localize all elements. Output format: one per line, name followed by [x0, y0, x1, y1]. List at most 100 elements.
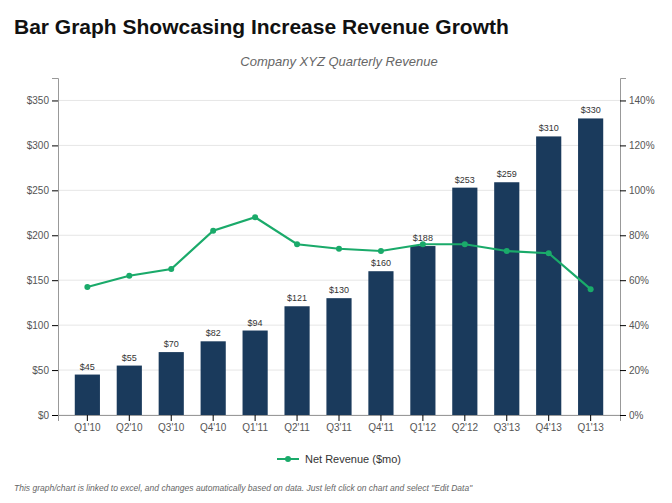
y-tick-label: $250: [27, 185, 50, 196]
x-tick-label: Q3'10: [158, 422, 185, 433]
y2-tick-label: 20%: [629, 365, 649, 376]
x-tick-mark: [297, 415, 298, 421]
x-tick-mark: [506, 415, 507, 421]
bar: [75, 375, 100, 415]
bar: [243, 331, 268, 415]
x-tick-mark: [339, 415, 340, 421]
y-tick: $350: [27, 95, 58, 106]
bar: [284, 306, 309, 415]
x-tick: Q3'11: [326, 415, 352, 433]
y-tick-mark: [52, 100, 58, 101]
x-tick-mark: [255, 415, 256, 421]
plot: Company XYZ Quarterly Revenue $45 $55 $70 $8…: [27, 54, 655, 465]
y2-tick-label: 60%: [629, 275, 649, 286]
x-tick-label: Q1'11: [242, 422, 268, 433]
y-tick: $250: [27, 185, 58, 196]
y-axis-line: [52, 79, 59, 416]
data-label: $55: [122, 353, 137, 363]
legend-item: Net Revenue ($mo): [277, 453, 401, 465]
bar: [368, 271, 393, 415]
y-tick-label: $50: [32, 365, 49, 376]
marker: [294, 241, 300, 247]
x-tick-mark: [87, 415, 88, 421]
x-axis-line: [59, 416, 621, 422]
bar: [410, 246, 435, 415]
y-tick-label: $200: [27, 230, 50, 241]
y-tick-mark: [52, 325, 58, 326]
x-tick-mark: [590, 415, 591, 421]
x-tick-mark: [422, 415, 423, 421]
footer: This graph/chart is linked to excel, and…: [14, 483, 473, 493]
bar: [494, 182, 519, 415]
x-tick-label: Q4'13: [536, 422, 563, 433]
grid-line: [58, 280, 620, 281]
y-tick-label: $0: [38, 410, 50, 421]
y-tick: $100: [27, 320, 58, 331]
grid-line: [58, 100, 620, 101]
bar: [452, 188, 477, 415]
y-tick-mark: [52, 235, 58, 236]
x-tick-mark: [548, 415, 549, 421]
x-tick: Q1'10: [74, 415, 101, 433]
y2-tick-mark: [620, 415, 626, 416]
x-tick: Q1'13: [577, 415, 604, 433]
y2-tick: 100%: [620, 185, 655, 196]
y2-axis-line: [621, 79, 627, 416]
y2-tick-label: 40%: [629, 320, 649, 331]
subtitle: Company XYZ Quarterly Revenue: [240, 54, 437, 69]
data-label: $188: [413, 233, 433, 243]
data-label: $70: [164, 339, 179, 349]
x-tick: Q3'10: [158, 415, 185, 433]
grid-line: [58, 235, 620, 236]
y-tick: $50: [32, 365, 58, 376]
data-label: $45: [80, 362, 95, 372]
y2-tick: 80%: [620, 230, 649, 241]
bar: [201, 341, 226, 415]
data-label: $121: [287, 293, 307, 303]
y-tick: $300: [27, 140, 58, 151]
bar: [159, 352, 184, 415]
x-tick: Q4'13: [536, 415, 563, 433]
x-tick-label: Q4'10: [200, 422, 227, 433]
data-label: $94: [248, 318, 263, 328]
bar: [578, 118, 603, 415]
title: Bar Graph Showcasing Increase Revenue Gr…: [14, 15, 509, 38]
marker: [546, 250, 552, 256]
y-tick-mark: [52, 145, 58, 146]
legend-marker: [285, 456, 291, 462]
y-tick-mark: [52, 190, 58, 191]
x-tick-mark: [380, 415, 381, 421]
y-tick-mark: [52, 280, 58, 281]
y2-tick-label: 120%: [629, 140, 655, 151]
x-tick: Q2'12: [452, 415, 479, 433]
x-tick: Q2'10: [116, 415, 143, 433]
y-tick-mark: [52, 415, 58, 416]
y2-tick-mark: [620, 370, 626, 371]
grid-line: [58, 190, 620, 191]
marker: [210, 228, 216, 234]
line: [87, 217, 590, 289]
data-label: $253: [455, 175, 475, 185]
bar: [536, 136, 561, 415]
marker: [504, 248, 510, 254]
x-tick-label: Q2'12: [452, 422, 479, 433]
y-tick: $200: [27, 230, 58, 241]
data-label: $259: [497, 169, 517, 179]
y2-tick: 120%: [620, 140, 655, 151]
chart: Bar Graph Showcasing Increase Revenue Gr…: [0, 0, 672, 503]
grid-line: [58, 145, 620, 146]
y2-tick-label: 0%: [629, 410, 644, 421]
x-tick: Q3'13: [494, 415, 521, 433]
y-tick: $0: [38, 410, 58, 421]
marker: [126, 273, 132, 279]
x-tick-label: Q2'10: [116, 422, 143, 433]
y2-tick-mark: [620, 100, 626, 101]
x-tick-label: Q4'11: [368, 422, 394, 433]
grid: [58, 100, 620, 415]
y2-tick: 20%: [620, 365, 649, 376]
data-label: $82: [206, 328, 221, 338]
y2-tick-label: 140%: [629, 95, 655, 106]
data-label: $130: [329, 285, 349, 295]
y-tick-mark: [52, 370, 58, 371]
x-tick-label: Q2'11: [284, 422, 310, 433]
